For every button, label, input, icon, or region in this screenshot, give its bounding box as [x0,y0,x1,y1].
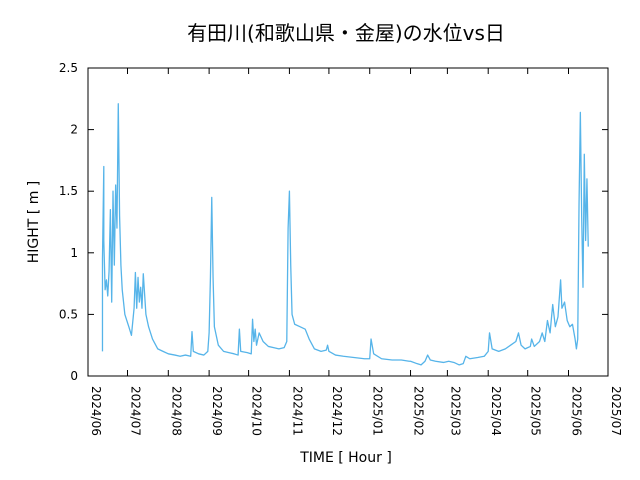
y-tick-label: 1 [70,246,78,260]
x-tick-label: 2024/08 [169,386,183,436]
y-axis-title: HIGHT [ m ] [26,181,42,264]
x-tick-label: 2024/09 [210,386,224,436]
y-tick-label: 0.5 [59,307,78,321]
x-tick-label: 2024/07 [128,386,142,436]
x-axis-ticks: 2024/06 2024/07 2024/08 2024/09 2024/10 2024/… [87,68,623,436]
x-tick-label: 2024/06 [89,386,103,436]
y-tick-label: 2 [70,123,78,137]
x-tick-label: 2025/07 [609,386,623,436]
x-tick-label: 2025/04 [489,386,503,436]
x-tick-label: 2024/10 [250,386,264,436]
x-tick-label: 2025/05 [529,386,543,436]
x-tick-label: 2025/06 [570,386,584,436]
plot-frame [87,67,609,377]
x-axis-title: TIME [ Hour ] [299,450,392,466]
x-tick-label: 2025/03 [448,386,462,436]
y-tick-label: 0 [70,369,78,383]
x-tick-label: 2024/11 [290,386,304,436]
water-level-series-line [101,103,589,366]
y-tick-label: 1.5 [59,184,78,198]
series-layer [101,103,589,366]
chart-title: 有田川(和歌山県・金屋)の水位vs日 [187,21,505,45]
x-tick-label: 2025/02 [412,386,426,436]
y-axis-ticks: 0 0.5 1 1.5 2 2.5 [59,61,608,383]
x-tick-label: 2025/01 [371,386,385,436]
x-tick-label: 2024/12 [330,386,344,436]
y-tick-label: 2.5 [59,61,78,75]
